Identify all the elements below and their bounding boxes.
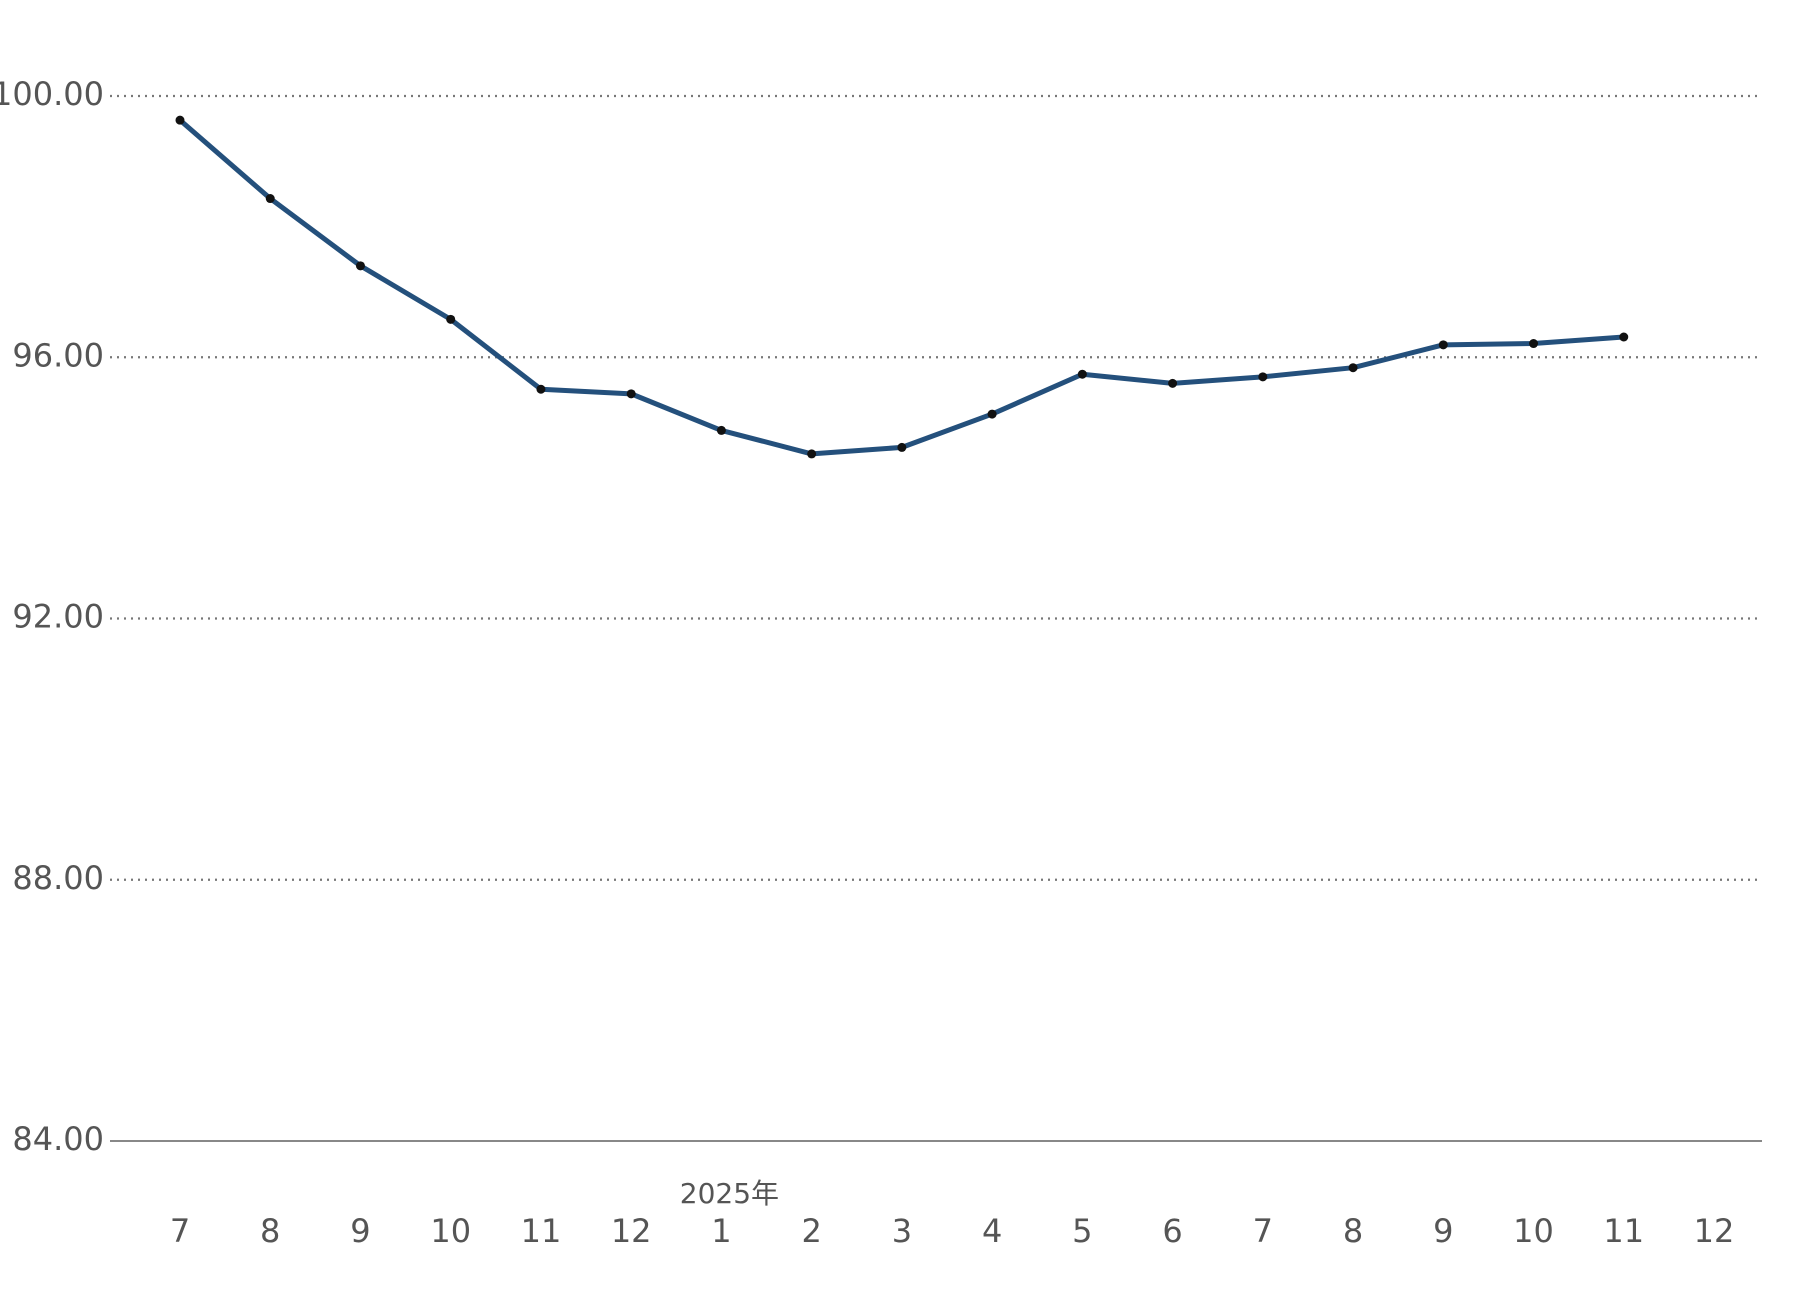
x-tick-label: 6 bbox=[1162, 1212, 1182, 1250]
y-tick-label: 84.00 bbox=[12, 1120, 104, 1158]
x-tick-label: 12 bbox=[1694, 1212, 1735, 1250]
point-marker bbox=[446, 314, 456, 324]
point-marker bbox=[175, 115, 185, 125]
point-marker bbox=[987, 409, 997, 419]
x-tick-label: 7 bbox=[170, 1212, 190, 1250]
point-marker bbox=[1529, 339, 1539, 349]
point-marker bbox=[355, 261, 365, 271]
point-marker bbox=[626, 389, 636, 399]
point-marker bbox=[536, 384, 546, 394]
series-line bbox=[178, 118, 1624, 457]
x-tick-label: 8 bbox=[260, 1212, 280, 1250]
point-marker bbox=[1168, 378, 1178, 388]
point-marker bbox=[807, 449, 817, 459]
y-tick-label: 92.00 bbox=[12, 598, 104, 636]
x-tick-label: 2 bbox=[801, 1212, 821, 1250]
point-marker bbox=[716, 425, 726, 435]
y-tick-label: 100.00 bbox=[0, 75, 104, 113]
point-marker bbox=[1619, 332, 1629, 342]
x-tick-label: 7 bbox=[1253, 1212, 1273, 1250]
x-tick-label: 10 bbox=[430, 1212, 471, 1250]
x-tick-label: 11 bbox=[1603, 1212, 1644, 1250]
point-marker bbox=[1348, 363, 1358, 373]
x-tick-label: 11 bbox=[521, 1212, 562, 1250]
x-tick-label: 12 bbox=[611, 1212, 652, 1250]
point-marker bbox=[1438, 340, 1448, 350]
x-tick-label: 5 bbox=[1072, 1212, 1092, 1250]
x-tick-label: 10 bbox=[1513, 1212, 1554, 1250]
x-tick-label: 8 bbox=[1343, 1212, 1363, 1250]
x-tick-label: 1 bbox=[711, 1212, 731, 1250]
y-tick-label: 96.00 bbox=[12, 336, 104, 374]
point-marker bbox=[897, 442, 907, 452]
year-label: 2025年 bbox=[680, 1177, 779, 1210]
x-tick-label: 9 bbox=[1433, 1212, 1453, 1250]
x-tick-label: 4 bbox=[982, 1212, 1002, 1250]
point-marker bbox=[1077, 369, 1087, 379]
point-marker bbox=[1258, 372, 1268, 382]
y-tick-label: 88.00 bbox=[12, 859, 104, 897]
x-tick-label: 3 bbox=[892, 1212, 912, 1250]
x-tick-label: 9 bbox=[350, 1212, 370, 1250]
point-marker bbox=[265, 194, 275, 204]
